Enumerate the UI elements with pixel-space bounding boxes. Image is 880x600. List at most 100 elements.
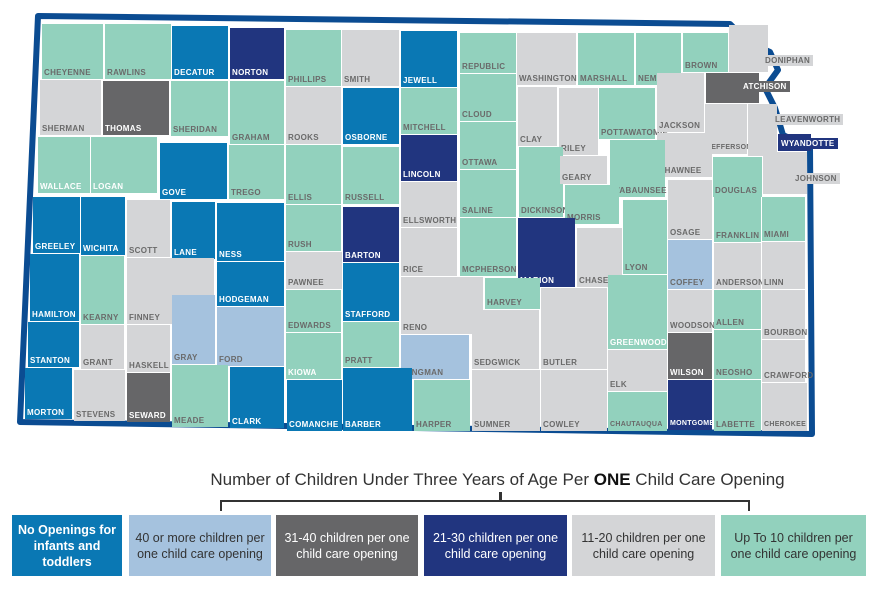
county-smith: SMITH bbox=[342, 30, 399, 86]
county-label: HARVEY bbox=[487, 297, 522, 307]
county-elk: ELK bbox=[608, 350, 667, 391]
county-label: ELLSWORTH bbox=[403, 215, 457, 225]
county-chautauqua: CHAUTAUQUA bbox=[608, 392, 667, 431]
legend-item-label: 31-40 children per one child care openin… bbox=[284, 530, 410, 561]
county-label: OSAGE bbox=[670, 227, 701, 237]
county-label: SUMNER bbox=[474, 419, 511, 429]
county-shawnee: SHAWNEE bbox=[657, 133, 712, 177]
county-label: JACKSON bbox=[659, 120, 701, 130]
county-label: GREENWOOD bbox=[610, 337, 667, 347]
legend-title-emphasis: ONE bbox=[593, 470, 631, 489]
county-pawnee: PAWNEE bbox=[286, 252, 342, 289]
county-label: COMANCHE bbox=[289, 419, 339, 429]
legend-item-c11_20: 11-20 children per one child care openin… bbox=[572, 515, 715, 576]
county-butler: BUTLER bbox=[541, 288, 607, 369]
county-label: PHILLIPS bbox=[288, 74, 327, 84]
county-label: WILSON bbox=[670, 367, 704, 377]
legend-bracket-stem bbox=[499, 492, 502, 501]
legend-item-c40plus: 40 or more children per one child care o… bbox=[129, 515, 271, 576]
county-lane: LANE bbox=[172, 202, 215, 259]
county-label: BUTLER bbox=[543, 357, 578, 367]
county-label: CLAY bbox=[520, 134, 543, 144]
county-edwards: EDWARDS bbox=[286, 290, 341, 332]
county-label: WABAUNSEE bbox=[612, 185, 667, 195]
legend-title: Number of Children Under Three Years of … bbox=[0, 470, 880, 490]
county-douglas: DOUGLAS bbox=[713, 157, 762, 197]
county-label: WYANDOTTE bbox=[778, 138, 838, 149]
county-marshall: MARSHALL bbox=[578, 33, 634, 85]
county-label: MEADE bbox=[174, 415, 205, 425]
county-pottawatomie: POTTAWATOMIE bbox=[599, 88, 668, 139]
county-label: KEARNY bbox=[83, 312, 119, 322]
county-sumner: SUMNER bbox=[472, 370, 540, 431]
county-label: GRAHAM bbox=[232, 132, 270, 142]
county-dickinson: DICKINSON bbox=[519, 147, 568, 217]
county-label: THOMAS bbox=[105, 123, 142, 133]
county-label: SEWARD bbox=[129, 410, 166, 420]
county-barton: BARTON bbox=[343, 207, 399, 262]
county-label: OSBORNE bbox=[345, 132, 388, 142]
county-trego: TREGO bbox=[229, 145, 284, 199]
county-labette: LABETTE bbox=[714, 380, 761, 431]
county-label: DONIPHAN bbox=[762, 55, 814, 66]
county-label: GEARY bbox=[562, 172, 592, 182]
county-label: JOHNSON bbox=[792, 173, 840, 184]
county-clark: CLARK bbox=[230, 367, 284, 428]
county-label: SHERIDAN bbox=[173, 124, 218, 134]
county-seward: SEWARD bbox=[127, 373, 170, 422]
county-barber: BARBER bbox=[343, 368, 412, 431]
county-wabaunsee: WABAUNSEE bbox=[610, 140, 667, 197]
county-russell: RUSSELL bbox=[343, 147, 399, 204]
county-franklin: FRANKLIN bbox=[714, 197, 761, 242]
county-label: LABETTE bbox=[716, 419, 755, 429]
county-rush: RUSH bbox=[286, 205, 341, 251]
county-label: ANDERSON bbox=[716, 277, 765, 287]
county-gove: GOVE bbox=[160, 143, 227, 199]
county-allen: ALLEN bbox=[714, 290, 761, 329]
county-label: CHAUTAUQUA bbox=[610, 420, 663, 428]
county-ellsworth: ELLSWORTH bbox=[401, 182, 457, 227]
county-label: MONTGOMERY bbox=[670, 419, 725, 427]
county-washington: WASHINGTON bbox=[517, 33, 577, 85]
county-decatur: DECATUR bbox=[172, 26, 228, 79]
county-sherman: SHERMAN bbox=[40, 80, 101, 135]
county-miami: MIAMI bbox=[762, 197, 805, 241]
county-label: SMITH bbox=[344, 74, 371, 84]
county-label: DOUGLAS bbox=[715, 185, 758, 195]
county-wallace: WALLACE bbox=[38, 137, 90, 193]
county-logan: LOGAN bbox=[91, 137, 157, 193]
county-jefferson: JEFFERSON bbox=[705, 104, 751, 154]
county-label: TREGO bbox=[231, 187, 261, 197]
county-riley: RILEY bbox=[559, 88, 598, 155]
county-label: NEMAHA bbox=[638, 74, 675, 83]
county-anderson: ANDERSON bbox=[714, 243, 765, 289]
county-montgomery: MONTGOMERY bbox=[668, 380, 724, 430]
county-label: FRANKLIN bbox=[716, 230, 760, 240]
county-label: ATCHISON bbox=[740, 81, 790, 92]
county-label: SHERMAN bbox=[42, 123, 85, 133]
county-label: SALINE bbox=[462, 205, 494, 215]
county-label: REPUBLIC bbox=[462, 61, 506, 71]
county-doniphan: DONIPHAN bbox=[729, 25, 814, 72]
county-label: GRANT bbox=[83, 357, 113, 367]
county-mitchell: MITCHELL bbox=[401, 88, 457, 134]
county-label: ROOKS bbox=[288, 132, 319, 142]
county-label: NORTON bbox=[232, 67, 269, 77]
county-label: MITCHELL bbox=[403, 122, 446, 132]
county-wilson: WILSON bbox=[668, 333, 712, 379]
county-cheyenne: CHEYENNE bbox=[42, 24, 103, 79]
county-label: WALLACE bbox=[40, 181, 82, 191]
county-rice: RICE bbox=[401, 228, 457, 276]
county-label: POTTAWATOMIE bbox=[601, 127, 669, 137]
county-label: EDWARDS bbox=[288, 320, 331, 330]
county-label: KINGMAN bbox=[403, 367, 444, 377]
county-bourbon: BOURBON bbox=[762, 290, 807, 339]
county-label: CHASE bbox=[579, 275, 609, 285]
county-label: SEDGWICK bbox=[474, 357, 521, 367]
county-label: RUSH bbox=[288, 239, 312, 249]
county-lyon: LYON bbox=[623, 200, 667, 274]
county-label: BARBER bbox=[345, 419, 382, 429]
county-harvey: HARVEY bbox=[485, 278, 540, 309]
county-label: JEWELL bbox=[403, 75, 438, 85]
county-label: STAFFORD bbox=[345, 309, 391, 319]
